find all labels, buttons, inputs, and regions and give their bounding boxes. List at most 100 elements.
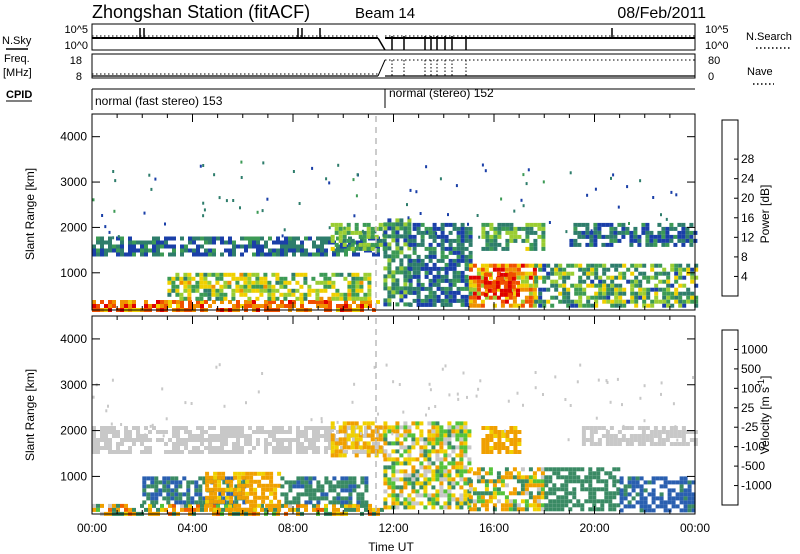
power-echo-cell: [645, 230, 650, 235]
velocity-echo-cell: [608, 475, 613, 480]
velocity-echo-cell: [350, 429, 355, 434]
power-echo-cell: [212, 248, 216, 253]
velocity-echo-cell: [605, 442, 610, 446]
velocity-echo-cell: [649, 430, 654, 434]
power-echo-cell: [629, 234, 634, 239]
velocity-echo-cell: [192, 438, 196, 442]
velocity-echo-cell: [144, 446, 148, 450]
power-echo-cell: [499, 280, 504, 285]
power-echo-cell: [448, 286, 453, 291]
power-echo-cell: [622, 287, 627, 292]
power-echo-cell: [211, 272, 216, 277]
power-echo-cell: [412, 222, 417, 227]
power-echo-cell: [516, 280, 520, 285]
velocity-echo-cell: [344, 434, 348, 438]
velocity-echo-cell: [459, 469, 464, 474]
power-echo-cell: [456, 250, 461, 255]
velocity-echo-cell: [132, 507, 136, 512]
velocity-echo-cell: [508, 507, 513, 512]
power-echo-cell: [476, 287, 481, 292]
velocity-colorbar-label: -100: [741, 440, 765, 454]
power-echo-cell: [650, 267, 655, 272]
velocity-echo-cell: [407, 477, 412, 482]
velocity-echo-cell: [312, 438, 316, 442]
power-echo-cell: [92, 304, 96, 308]
velocity-echo-cell: [252, 446, 256, 450]
power-sparse-echo: [298, 202, 301, 205]
power-echo-cell: [172, 248, 176, 253]
power-echo-cell: [456, 262, 461, 267]
velocity-echo-cell: [222, 480, 227, 485]
power-echo-cell: [524, 275, 529, 280]
velocity-echo-cell: [168, 438, 172, 442]
power-echo-cell: [207, 292, 212, 297]
power-echo-cell: [232, 304, 236, 308]
power-echo-cell: [516, 292, 520, 297]
power-echo-cell: [613, 226, 618, 231]
velocity-echo-cell: [296, 480, 301, 485]
velocity-echo-cell: [427, 453, 432, 458]
velocity-echo-cell: [338, 437, 343, 442]
velocity-echo-cell: [691, 492, 696, 497]
power-echo-cell: [485, 238, 490, 243]
velocity-echo-cell: [245, 507, 250, 512]
power-echo-cell: [276, 252, 280, 257]
power-echo-cell: [323, 276, 328, 281]
nave-tick-top: 80: [708, 55, 720, 67]
velocity-echo-cell: [328, 426, 332, 430]
velocity-echo-cell: [188, 503, 192, 508]
velocity-echo-cell: [146, 476, 151, 481]
power-echo-cell: [428, 270, 433, 275]
power-echo-cell: [362, 230, 367, 235]
power-echo-cell: [500, 299, 505, 304]
velocity-echo-cell: [236, 426, 240, 430]
velocity-echo-cell: [592, 503, 597, 508]
velocity-echo-cell: [509, 426, 514, 430]
velocity-echo-cell: [548, 491, 553, 496]
power-echo-cell: [144, 300, 148, 304]
velocity-xtick-label: 00:00: [77, 521, 107, 535]
power-echo-cell: [621, 226, 626, 231]
velocity-echo-cell: [455, 473, 460, 478]
velocity-echo-cell: [600, 499, 605, 504]
power-echo-cell: [689, 234, 694, 239]
power-echo-cell: [412, 270, 417, 275]
power-echo-cell: [183, 284, 188, 289]
velocity-echo-cell: [647, 504, 652, 509]
velocity-echo-cell: [142, 492, 147, 497]
velocity-sparse-echo: [606, 429, 608, 433]
power-echo-cell: [280, 244, 284, 249]
velocity-echo-cell: [358, 429, 363, 434]
power-echo-cell: [231, 288, 236, 293]
velocity-echo-cell: [320, 488, 325, 493]
power-echo-cell: [116, 252, 120, 257]
power-echo-cell: [391, 286, 396, 291]
velocity-echo-cell: [544, 503, 549, 508]
velocity-echo-cell: [312, 507, 316, 512]
velocity-echo-cell: [520, 491, 525, 496]
power-echo-cell: [511, 284, 516, 289]
velocity-echo-cell: [160, 507, 164, 512]
power-echo-cell: [351, 280, 356, 285]
power-echo-cell: [132, 252, 136, 257]
power-echo-cell: [342, 242, 347, 247]
power-echo-cell: [690, 295, 695, 300]
power-echo-cell: [578, 295, 583, 300]
power-echo-cell: [638, 279, 643, 284]
power-echo-cell: [279, 280, 284, 285]
velocity-echo-cell: [265, 475, 270, 480]
velocity-echo-cell: [568, 491, 573, 496]
velocity-echo-cell: [342, 421, 347, 426]
freq-traces: [92, 59, 695, 77]
power-echo-cell: [347, 280, 352, 285]
velocity-echo-cell: [217, 499, 222, 504]
power-echo-cell: [460, 278, 465, 283]
velocity-echo-cell: [96, 442, 100, 446]
power-echo-cell: [534, 275, 539, 280]
power-echo-cell: [344, 304, 348, 308]
power-sparse-echo: [143, 211, 146, 215]
power-echo-cell: [464, 230, 469, 235]
power-echo-cell: [499, 292, 504, 297]
velocity-sparse-echo: [609, 400, 612, 404]
